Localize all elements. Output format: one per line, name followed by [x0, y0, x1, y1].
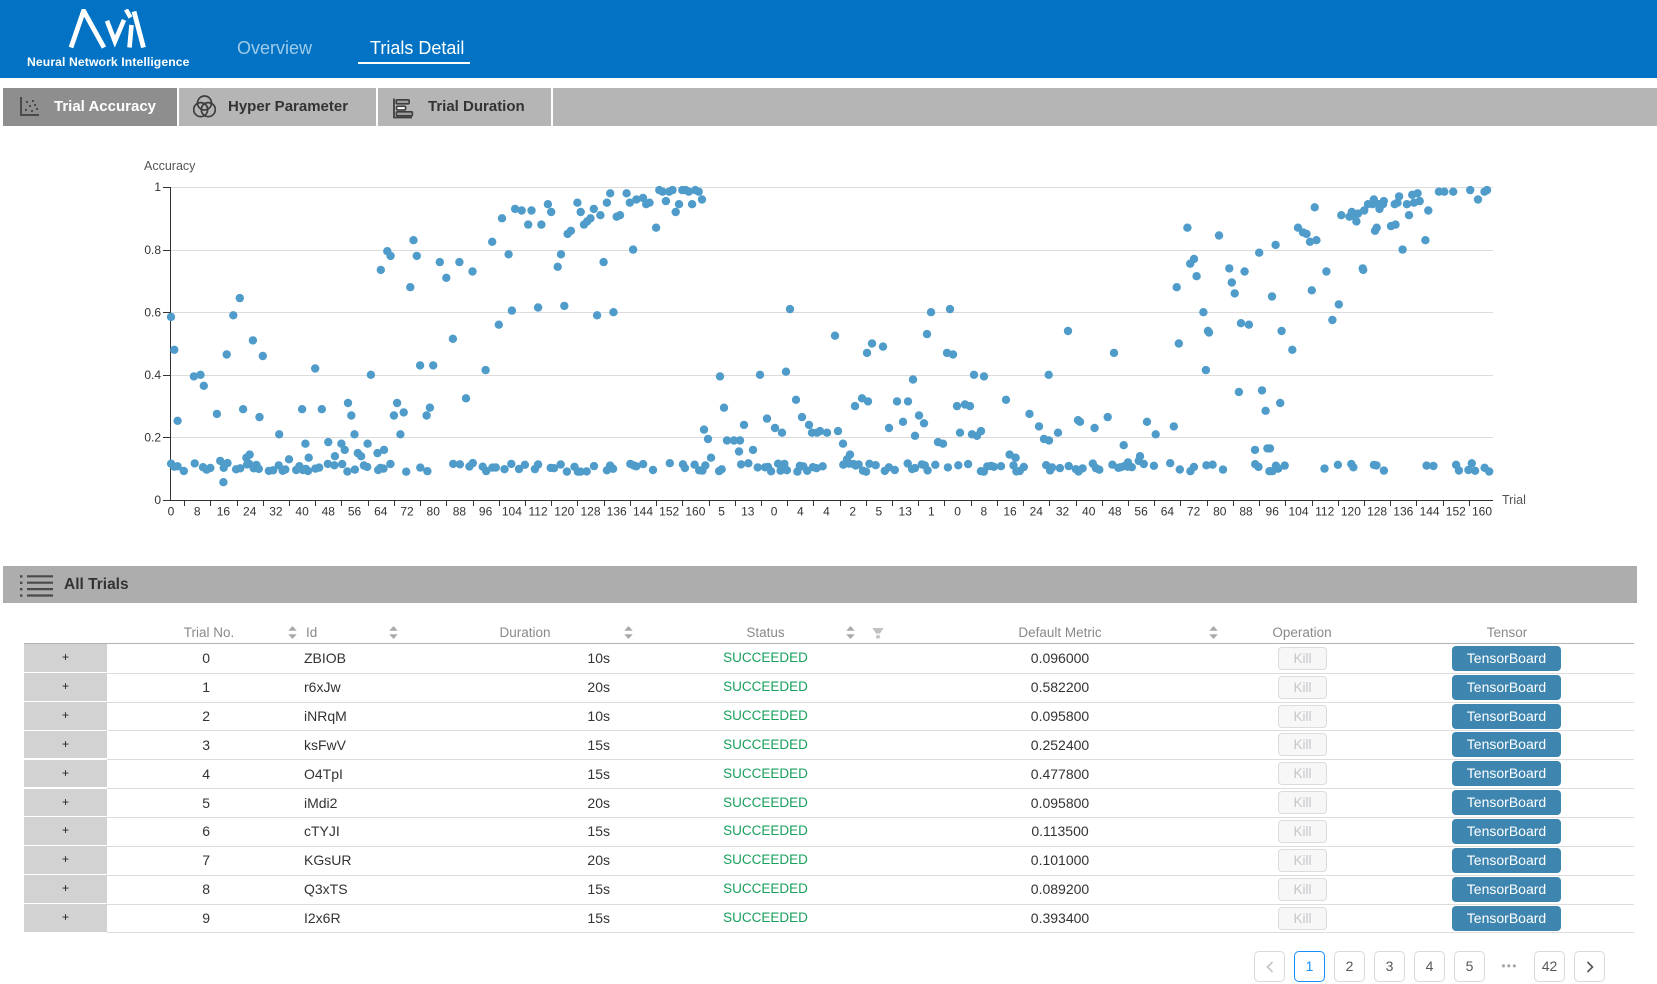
svg-text:104: 104 — [1288, 505, 1308, 519]
svg-text:8: 8 — [980, 505, 987, 519]
svg-text:32: 32 — [1056, 505, 1070, 519]
svg-text:0: 0 — [154, 493, 161, 507]
svg-text:13: 13 — [741, 505, 755, 519]
svg-text:2: 2 — [849, 505, 856, 519]
svg-text:152: 152 — [659, 505, 679, 519]
svg-text:5: 5 — [876, 505, 883, 519]
svg-text:1: 1 — [154, 180, 161, 194]
svg-text:48: 48 — [1108, 505, 1122, 519]
svg-text:80: 80 — [427, 505, 441, 519]
svg-text:88: 88 — [453, 505, 467, 519]
svg-text:0.8: 0.8 — [144, 243, 161, 257]
svg-text:32: 32 — [269, 505, 283, 519]
svg-text:64: 64 — [1161, 505, 1175, 519]
svg-text:144: 144 — [1420, 505, 1440, 519]
svg-text:88: 88 — [1239, 505, 1253, 519]
svg-text:40: 40 — [1082, 505, 1096, 519]
svg-text:0: 0 — [168, 505, 175, 519]
svg-text:5: 5 — [718, 505, 725, 519]
svg-text:96: 96 — [1266, 505, 1280, 519]
svg-text:0: 0 — [954, 505, 961, 519]
svg-text:8: 8 — [194, 505, 201, 519]
svg-text:40: 40 — [295, 505, 309, 519]
svg-text:72: 72 — [400, 505, 414, 519]
svg-text:160: 160 — [685, 505, 705, 519]
svg-text:56: 56 — [1134, 505, 1148, 519]
svg-text:0.4: 0.4 — [144, 368, 161, 382]
svg-text:4: 4 — [823, 505, 830, 519]
svg-text:Trial: Trial — [1502, 493, 1526, 507]
svg-text:Accuracy: Accuracy — [144, 159, 196, 173]
svg-text:48: 48 — [322, 505, 336, 519]
svg-text:112: 112 — [529, 505, 548, 519]
svg-text:13: 13 — [899, 505, 913, 519]
svg-text:128: 128 — [1367, 505, 1387, 519]
svg-text:1: 1 — [928, 505, 935, 519]
svg-text:112: 112 — [1315, 505, 1334, 519]
svg-text:136: 136 — [1393, 505, 1413, 519]
svg-text:0.6: 0.6 — [144, 305, 161, 319]
svg-text:56: 56 — [348, 505, 362, 519]
svg-text:4: 4 — [797, 505, 804, 519]
svg-text:24: 24 — [243, 505, 257, 519]
svg-text:144: 144 — [633, 505, 653, 519]
svg-text:128: 128 — [580, 505, 600, 519]
svg-text:160: 160 — [1472, 505, 1492, 519]
svg-text:16: 16 — [217, 505, 231, 519]
svg-text:64: 64 — [374, 505, 388, 519]
svg-text:0: 0 — [771, 505, 778, 519]
svg-text:96: 96 — [479, 505, 493, 519]
svg-text:72: 72 — [1187, 505, 1201, 519]
svg-text:120: 120 — [1341, 505, 1361, 519]
svg-text:24: 24 — [1030, 505, 1044, 519]
svg-text:152: 152 — [1446, 505, 1466, 519]
svg-text:80: 80 — [1213, 505, 1227, 519]
svg-text:16: 16 — [1003, 505, 1017, 519]
svg-text:120: 120 — [554, 505, 574, 519]
svg-text:104: 104 — [502, 505, 522, 519]
svg-text:136: 136 — [607, 505, 627, 519]
svg-text:0.2: 0.2 — [144, 431, 161, 445]
